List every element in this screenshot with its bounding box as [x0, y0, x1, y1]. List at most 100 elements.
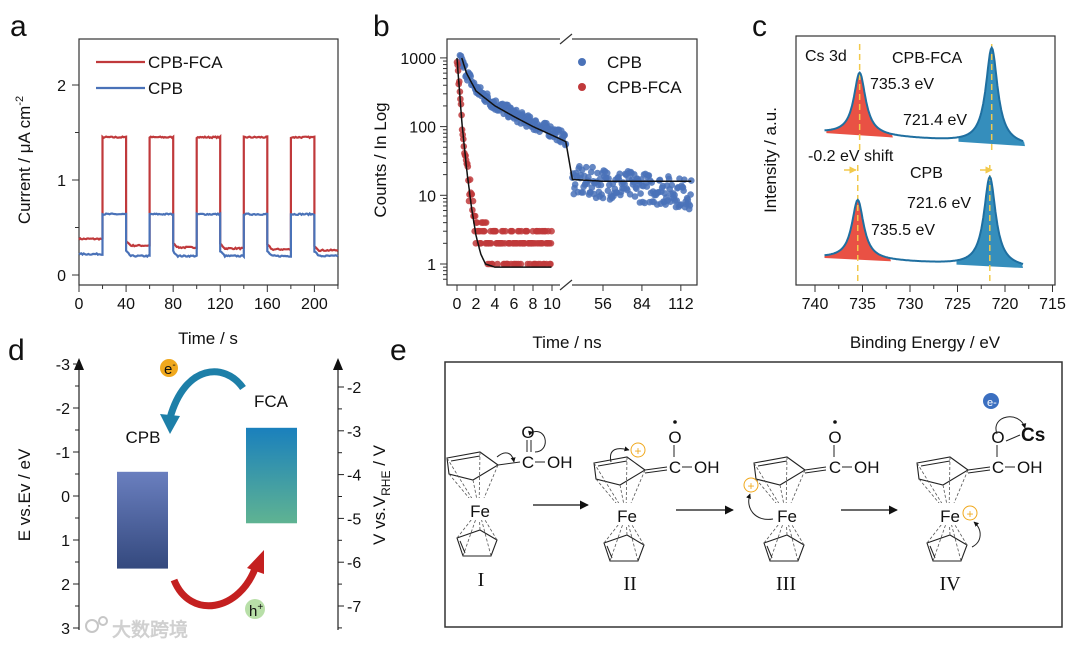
fe-bond: [478, 509, 492, 557]
left-tick-label: -2: [56, 401, 70, 418]
left-tick-label: 3: [61, 621, 70, 638]
data-point-cpb-fca: [509, 227, 516, 235]
curved-arrow: [995, 416, 1027, 435]
data-point-cpb-fca: [547, 260, 554, 268]
double-bond: [920, 460, 951, 467]
fe-bg: [612, 503, 642, 525]
data-point-cpb: [687, 191, 694, 198]
hydroxyl-group: OH: [547, 453, 573, 472]
step-label-iv: IV: [939, 573, 961, 595]
cyclopentadienyl-ring: [753, 456, 806, 486]
x-axis-label: Time / ns: [532, 333, 601, 352]
c-c-double-bond: [967, 469, 991, 474]
data-point-cpb-fca: [482, 219, 490, 226]
data-point-cpb-fca: [517, 260, 525, 268]
y-tick-label: 10: [418, 188, 436, 205]
data-point-cpb: [585, 174, 592, 181]
axis-break-bottom: [559, 279, 573, 291]
cpb-label: CPB: [126, 428, 161, 447]
fe-bond: [948, 514, 968, 546]
oxygen-atom: O: [828, 428, 841, 447]
x-tick-label: 40: [117, 296, 135, 313]
c-c-double-bond: [967, 466, 991, 471]
plot-frame: [446, 38, 698, 286]
positive-charge: +: [634, 444, 641, 458]
cyclopentadienyl-ring: [926, 534, 968, 562]
data-point-cpb: [605, 175, 612, 182]
legend-marker-cpb: [578, 58, 586, 66]
step-label-ii: II: [623, 573, 636, 595]
panel-label-a: a: [10, 10, 27, 43]
data-point-cpb: [633, 185, 640, 192]
data-point-cpb: [648, 179, 655, 186]
cyclopentadienyl-ring: [593, 456, 646, 486]
fe-bg: [465, 498, 495, 520]
data-point-cpb: [579, 189, 587, 196]
fe-bg: [772, 503, 802, 525]
iron-atom: Fe: [617, 507, 637, 526]
hydroxyl-group: OH: [694, 458, 720, 477]
data-point-cpb: [631, 193, 639, 200]
right-tick-label: -6: [347, 555, 361, 572]
data-point-cpb: [492, 97, 500, 104]
c-c-double-bond: [644, 466, 668, 471]
positive-charge: +: [747, 479, 754, 493]
left-axis-label: E vs.Ev / eV: [15, 448, 34, 541]
double-bond: [606, 545, 613, 559]
fe-bg: [935, 503, 965, 525]
iron-atom: Fe: [940, 507, 960, 526]
y-axis-label: Current / μA cm-2: [14, 96, 34, 224]
fe-bond: [448, 473, 480, 511]
plot-frame: [795, 35, 1056, 286]
data-point-cpb-fca: [523, 227, 531, 235]
x-tick-label: 160: [254, 296, 281, 313]
hole-icon: [245, 599, 265, 619]
spectrum-label-cpb: CPB: [910, 165, 943, 182]
molecule-iv: Fe CO OH Cs e- +: [916, 393, 1045, 562]
arrow-head-icon: [160, 414, 180, 434]
peak-label: 735.3 eV: [870, 76, 934, 93]
x-tick-label: 0: [453, 296, 462, 313]
data-point-cpb: [477, 84, 484, 91]
svg-text:大数跨境: 大数跨境: [112, 618, 188, 641]
y-axis-label: Intensity / a.u.: [761, 107, 780, 213]
watermark: 大数跨境: [85, 616, 188, 641]
oxygen-atom: O: [668, 428, 681, 447]
curved-arrow: [746, 493, 774, 520]
x-tick-label: 120: [207, 296, 234, 313]
fe-bond: [948, 514, 962, 562]
left-tick-label: -3: [56, 357, 70, 374]
data-point-cpb: [571, 181, 579, 188]
panel-label-c: c: [752, 10, 767, 43]
step-label-i: I: [478, 569, 485, 591]
data-point-cpb: [641, 199, 648, 207]
oxygen-atom: O: [521, 423, 534, 442]
electron-icon: [160, 359, 178, 377]
cyclopentadienyl-ring: [446, 451, 499, 481]
data-point-cpb: [637, 190, 644, 197]
radical-dot: [833, 420, 837, 424]
double-bond: [450, 455, 481, 462]
double-bond: [459, 540, 466, 554]
molecule-ii: Fe CO OH +: [593, 420, 720, 562]
carbon-atom: C: [522, 453, 534, 472]
data-point-cpb-fca: [502, 227, 509, 235]
scheme-frame: [444, 361, 1063, 628]
legend-label-cpb: CPB: [607, 53, 642, 72]
c-c-double-bond: [644, 469, 668, 474]
x-tick-label: 10: [543, 296, 561, 313]
x-tick-label: 725: [944, 296, 971, 313]
carbon-atom: C: [992, 458, 1004, 477]
fe-bond: [595, 478, 627, 516]
right-tick-label: -2: [347, 380, 361, 397]
data-point-cpb-fca: [548, 227, 555, 235]
data-point-cpb: [583, 163, 590, 171]
positive-charge-icon: [630, 442, 646, 458]
shift-label: -0.2 eV shift: [808, 148, 894, 165]
x-tick-label: 56: [594, 296, 612, 313]
cyclopentadienyl-ring: [603, 534, 645, 562]
molecule-i: Fe CO OH: [446, 423, 573, 557]
cesium-atom: Cs: [1021, 425, 1045, 446]
fe-bond: [625, 514, 639, 562]
